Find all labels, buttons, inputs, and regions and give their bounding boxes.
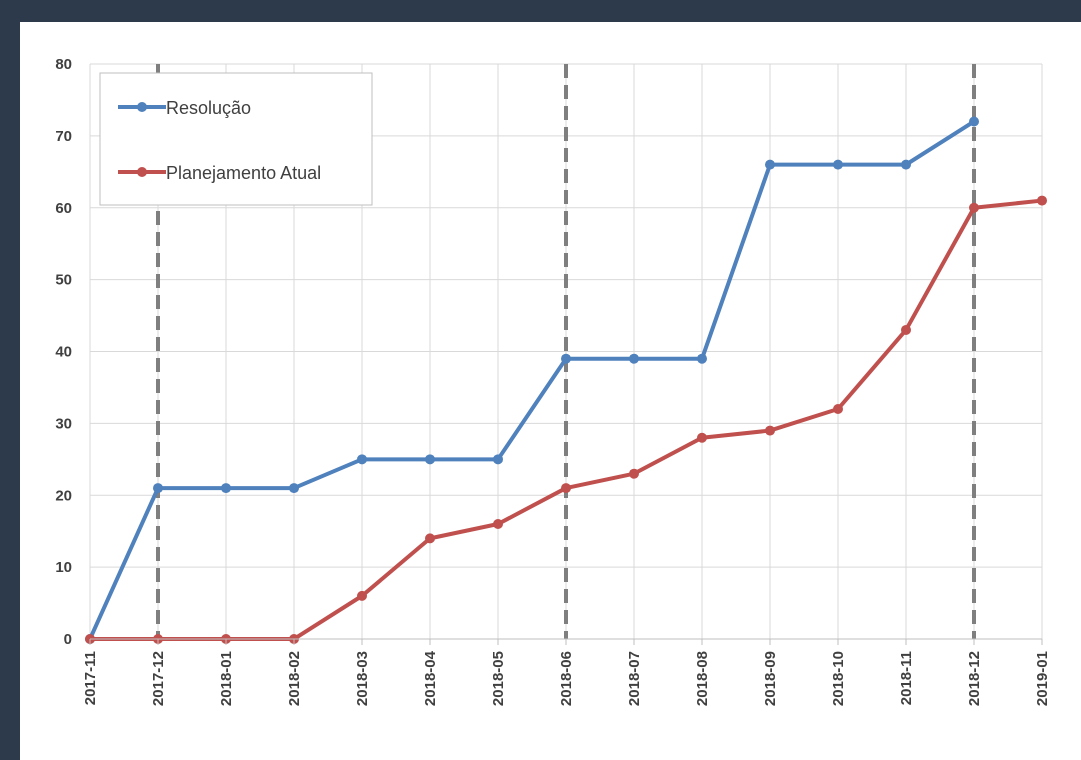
series-0-point <box>833 159 843 170</box>
series-0-point <box>629 353 639 364</box>
x-tick-label: 2018-08 <box>694 651 711 706</box>
legend-box <box>99 72 373 206</box>
series-1-point <box>357 590 367 601</box>
x-tick-label: 2018-09 <box>762 651 779 706</box>
x-tick-label: 2018-02 <box>286 651 303 706</box>
y-tick-label: 70 <box>55 128 72 145</box>
y-axis: 0 10 20 30 40 50 60 70 80 <box>55 56 72 648</box>
y-tick-label: 40 <box>55 344 72 361</box>
series-1-point <box>629 468 639 479</box>
legend-marker-resolucao <box>137 102 147 112</box>
x-tick-label: 2018-04 <box>422 650 439 706</box>
series-1-point <box>765 425 775 436</box>
x-tick-label: 2018-03 <box>354 651 371 706</box>
series-1-point <box>969 202 979 213</box>
x-tick-label: 2018-01 <box>218 651 235 706</box>
y-tick-label: 60 <box>55 200 72 217</box>
y-tick-label: 80 <box>55 56 72 73</box>
x-tick-label: 2019-01 <box>1034 651 1051 706</box>
x-tick-label: 2017-12 <box>150 651 167 706</box>
x-tick-label: 2017-11 <box>82 651 99 705</box>
series-1-point <box>1037 195 1047 206</box>
series-0-point <box>493 454 503 465</box>
legend: Resolução Planejamento Atual <box>99 72 373 206</box>
series-1-point <box>493 519 503 529</box>
y-tick-label: 10 <box>55 559 72 576</box>
x-axis: 2017-11 2017-12 2018-01 2018-02 2018-03 2018-… <box>82 638 1051 706</box>
series-0-point <box>969 116 979 127</box>
series-1-point <box>901 324 911 335</box>
series-1-point <box>697 432 707 443</box>
series-0-point <box>289 483 299 494</box>
y-tick-label: 30 <box>55 415 72 432</box>
series-1-point <box>561 483 571 494</box>
legend-label-planejamento: Planejamento Atual <box>166 163 321 183</box>
series-line-0 <box>88 119 976 640</box>
series-0-point <box>765 159 775 170</box>
series-0-point <box>153 483 163 494</box>
series-1-point <box>833 404 843 414</box>
series-0-point <box>221 483 231 494</box>
series-0-point <box>561 353 571 364</box>
series-0-point <box>901 159 911 170</box>
series-1-point <box>425 533 435 544</box>
x-tick-label: 2018-07 <box>626 651 643 706</box>
y-tick-label: 0 <box>64 631 72 648</box>
legend-marker-planejamento <box>137 167 147 177</box>
x-tick-label: 2018-10 <box>830 651 847 706</box>
y-tick-label: 50 <box>55 272 72 289</box>
y-tick-label: 20 <box>55 487 72 504</box>
series-0-point <box>357 454 367 465</box>
legend-label-resolucao: Resolução <box>166 98 251 118</box>
x-tick-label: 2018-05 <box>490 651 507 706</box>
x-tick-label: 2018-06 <box>558 651 575 706</box>
series-0-point <box>697 353 707 364</box>
x-tick-label: 2018-11 <box>898 651 915 705</box>
x-tick-label: 2018-12 <box>966 651 983 706</box>
series-0-point <box>425 454 435 465</box>
